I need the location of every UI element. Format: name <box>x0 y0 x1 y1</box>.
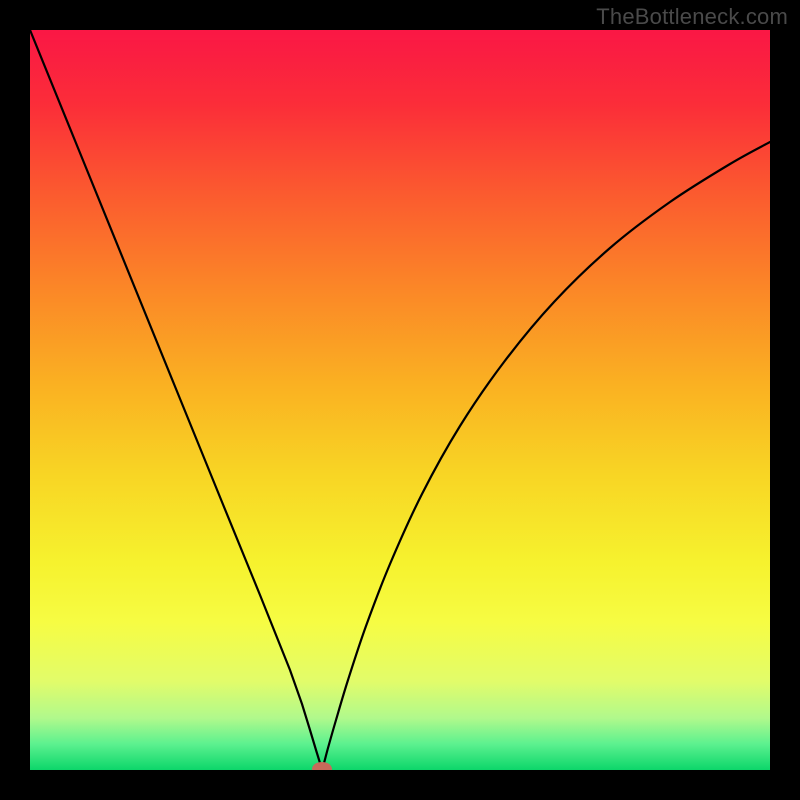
gradient-background <box>30 30 770 770</box>
watermark-text: TheBottleneck.com <box>596 4 788 30</box>
chart-svg <box>30 30 770 770</box>
plot-area <box>30 30 770 770</box>
